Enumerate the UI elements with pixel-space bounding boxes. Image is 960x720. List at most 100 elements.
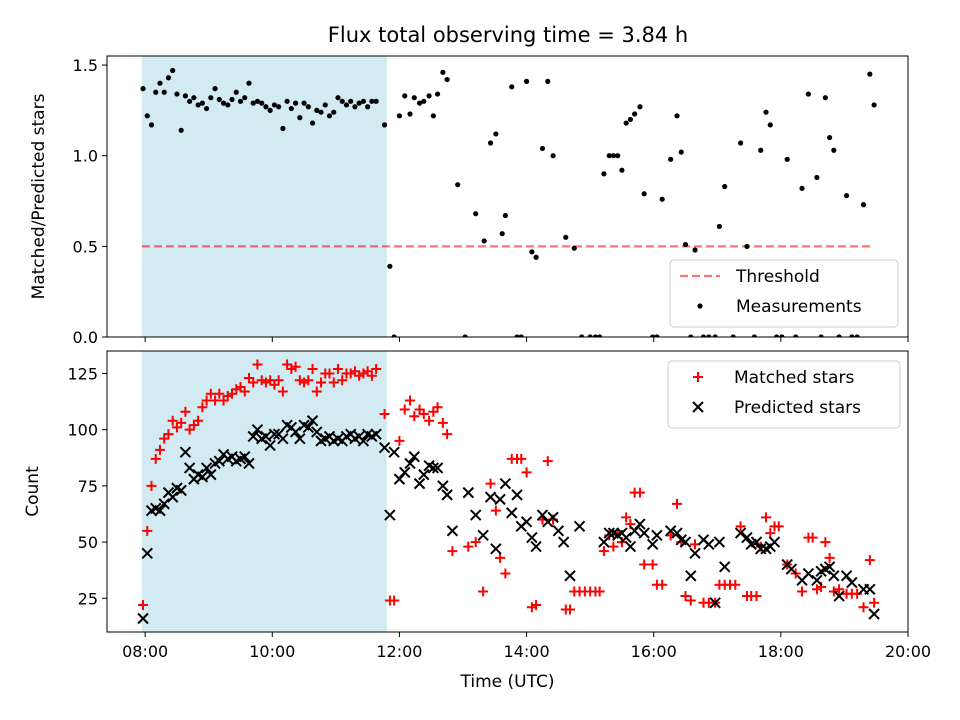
y-axis-label: Count (23, 466, 43, 517)
predicted-star-point (302, 421, 315, 434)
matched-star-point (214, 388, 225, 399)
predicted-star-point (251, 423, 264, 436)
predicted-star-point (477, 529, 489, 542)
measurement-point (523, 78, 530, 84)
x-axis-label: Time (UTC) (460, 672, 555, 692)
matched-star-point (197, 402, 208, 413)
measurement-point (871, 102, 877, 108)
predicted-star-point (306, 414, 319, 427)
measurement-point (674, 113, 680, 119)
measurement-point (229, 96, 235, 103)
measurement-point (440, 69, 446, 75)
legend: Matched stars Predicted stars (667, 360, 901, 429)
matched-star-point (167, 415, 178, 426)
matched-star-point (138, 600, 149, 611)
measurement-point (212, 86, 218, 92)
predicted-star-point (431, 462, 444, 474)
measurement-point (237, 98, 244, 104)
measurement-point (246, 80, 252, 86)
predicted-star-point (418, 468, 430, 481)
matched-star-point (418, 408, 429, 419)
measurement-point (170, 67, 176, 74)
series-predicted-stars (137, 414, 880, 625)
matched-star-point (399, 404, 410, 415)
measurement-point (165, 75, 172, 81)
measurement-point (326, 113, 333, 119)
matched-star-point (332, 363, 343, 374)
matched-star-point (621, 512, 632, 523)
x-tick-label: 16:00 (631, 642, 677, 661)
predicted-legend-swatch (692, 401, 704, 413)
measurement-point (426, 93, 432, 99)
measurement-point (373, 98, 379, 104)
y-tick-label: 1.0 (73, 147, 98, 166)
measurement-point (700, 334, 707, 337)
measurement-point (335, 95, 341, 101)
matched-star-point (394, 435, 405, 446)
measurement-point (502, 212, 508, 219)
matched-star-point (303, 375, 314, 386)
measurement-point (199, 100, 205, 106)
measurement-point (627, 116, 634, 123)
predicted-star-point (441, 489, 453, 501)
measurement-point (533, 254, 539, 260)
measurement-point (563, 234, 569, 240)
matched-star-point (290, 361, 301, 372)
predicted-star-point (846, 576, 858, 589)
measurement-point (692, 247, 698, 253)
matched-star-point (858, 602, 869, 613)
matched-star-point (765, 528, 776, 539)
matched-star-point (672, 498, 683, 509)
measurement-point (814, 174, 820, 181)
measurement-point (545, 78, 551, 84)
predicted-star-point (260, 430, 272, 443)
measurement-point (668, 156, 674, 162)
measurement-point (619, 167, 625, 173)
predicted-star-point (243, 457, 255, 470)
matched-star-point (773, 521, 784, 532)
measurement-point (706, 334, 712, 337)
matched-star-point (316, 377, 327, 388)
matched-star-point (516, 453, 527, 464)
measurement-point (331, 109, 337, 115)
predicted-star-point (671, 527, 683, 539)
matched-star-point (852, 588, 863, 599)
matched-star-point (142, 525, 153, 536)
measurement-point (779, 334, 785, 337)
matched-star-point (311, 386, 322, 397)
measurement-point (623, 120, 629, 126)
predicted-star-point (413, 477, 426, 490)
measurement-point (529, 249, 535, 255)
matched-star-point (437, 417, 448, 428)
predicted-star-point (158, 498, 170, 510)
measurement-point (140, 86, 146, 92)
matched-legend-swatch (693, 372, 703, 382)
measurement-point (481, 238, 487, 244)
predicted-star-point (530, 540, 542, 553)
chart-title: Flux total observing time = 3.84 h (328, 23, 688, 47)
measurement-point (462, 334, 468, 337)
predicted-star-point (166, 491, 179, 503)
y-tick-label: 0.5 (73, 237, 98, 256)
predicted-star-point (638, 527, 650, 539)
measurement-point (744, 243, 750, 249)
predicted-star-point (828, 570, 840, 582)
predicted-star-point (536, 509, 549, 521)
measurement-point (654, 334, 660, 337)
measurement-point (288, 105, 294, 112)
measurement-point (148, 122, 155, 128)
predicted-star-point (718, 561, 731, 573)
measurement-point (682, 241, 689, 248)
matched-star-point (205, 388, 216, 399)
predicted-star-point (840, 570, 853, 582)
matched-star-point (864, 555, 875, 566)
matched-star-point (685, 595, 696, 606)
predicted-star-point (388, 446, 400, 458)
measurement-point (601, 171, 607, 177)
predicted-star-point (557, 536, 570, 548)
predicted-star-point (264, 439, 276, 452)
matched-star-point (252, 359, 263, 370)
observing-span (141, 56, 387, 337)
bottom-axes: 25 50 75 100 125 08:00 10:00 12:00 14:00 16:00 18:… (23, 350, 931, 692)
